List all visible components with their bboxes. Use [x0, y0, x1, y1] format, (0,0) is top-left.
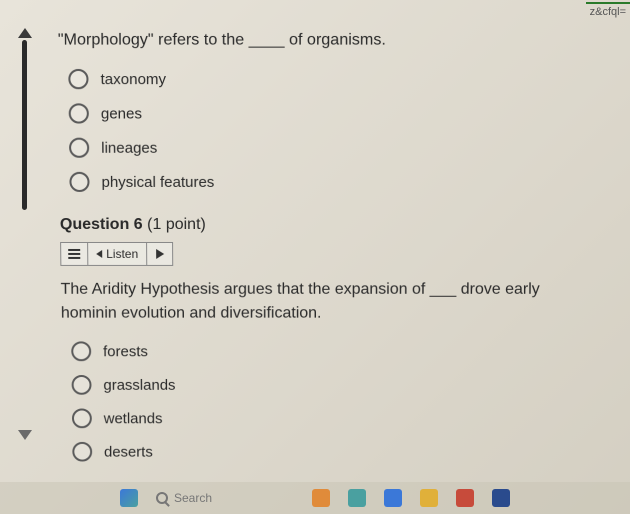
option-label: lineages — [101, 139, 157, 156]
taskbar-app-icon[interactable] — [492, 489, 510, 507]
option-forests[interactable]: forests — [71, 341, 589, 361]
search-placeholder: Search — [174, 491, 212, 505]
option-deserts[interactable]: deserts — [72, 442, 587, 462]
listen-label: Listen — [106, 247, 138, 261]
option-genes[interactable]: genes — [69, 103, 592, 123]
radio-icon — [69, 103, 89, 123]
taskbar-app-icon[interactable] — [384, 489, 402, 507]
question6-header: Question 6 (1 point) — [60, 216, 590, 234]
radio-icon — [72, 442, 92, 462]
hamburger-icon — [68, 249, 80, 259]
option-label: taxonomy — [100, 70, 166, 87]
taskbar-app-icon[interactable] — [420, 489, 438, 507]
option-wetlands[interactable]: wetlands — [72, 409, 588, 429]
question6-prompt: The Aridity Hypothesis argues that the e… — [61, 278, 590, 326]
radio-icon — [68, 69, 88, 89]
radio-icon — [71, 341, 91, 361]
search-icon — [156, 492, 168, 504]
toolbar-menu-button[interactable] — [60, 242, 88, 266]
quiz-content: "Morphology" refers to the ____ of organ… — [0, 0, 630, 462]
option-label: physical features — [101, 173, 214, 190]
audio-toolbar: Listen — [60, 242, 590, 266]
taskbar-app-icon[interactable] — [312, 489, 330, 507]
question6-options: forests grasslands wetlands deserts — [61, 341, 588, 461]
taskbar-search[interactable]: Search — [156, 491, 212, 505]
option-label: forests — [103, 343, 148, 360]
question5-prompt: "Morphology" refers to the ____ of organ… — [58, 28, 593, 52]
speaker-icon — [96, 250, 102, 258]
radio-icon — [72, 375, 92, 395]
radio-icon — [69, 138, 89, 158]
taskbar-app-icon[interactable] — [348, 489, 366, 507]
radio-icon — [69, 172, 89, 192]
windows-taskbar: Search — [0, 482, 630, 514]
radio-icon — [72, 409, 92, 429]
option-label: deserts — [104, 443, 153, 460]
start-icon[interactable] — [120, 489, 138, 507]
option-label: wetlands — [104, 410, 163, 427]
play-icon — [156, 249, 164, 259]
taskbar-app-icon[interactable] — [456, 489, 474, 507]
listen-button[interactable]: Listen — [88, 242, 147, 266]
question-points: (1 point) — [147, 216, 206, 233]
option-label: grasslands — [103, 376, 175, 393]
play-button[interactable] — [147, 242, 173, 266]
question5-options: taxonomy genes lineages physical feature… — [58, 69, 592, 192]
option-grasslands[interactable]: grasslands — [72, 375, 589, 395]
option-taxonomy[interactable]: taxonomy — [68, 69, 592, 89]
option-physical-features[interactable]: physical features — [69, 172, 590, 192]
option-label: genes — [101, 105, 142, 122]
option-lineages[interactable]: lineages — [69, 138, 591, 158]
question-number: Question 6 — [60, 216, 143, 233]
